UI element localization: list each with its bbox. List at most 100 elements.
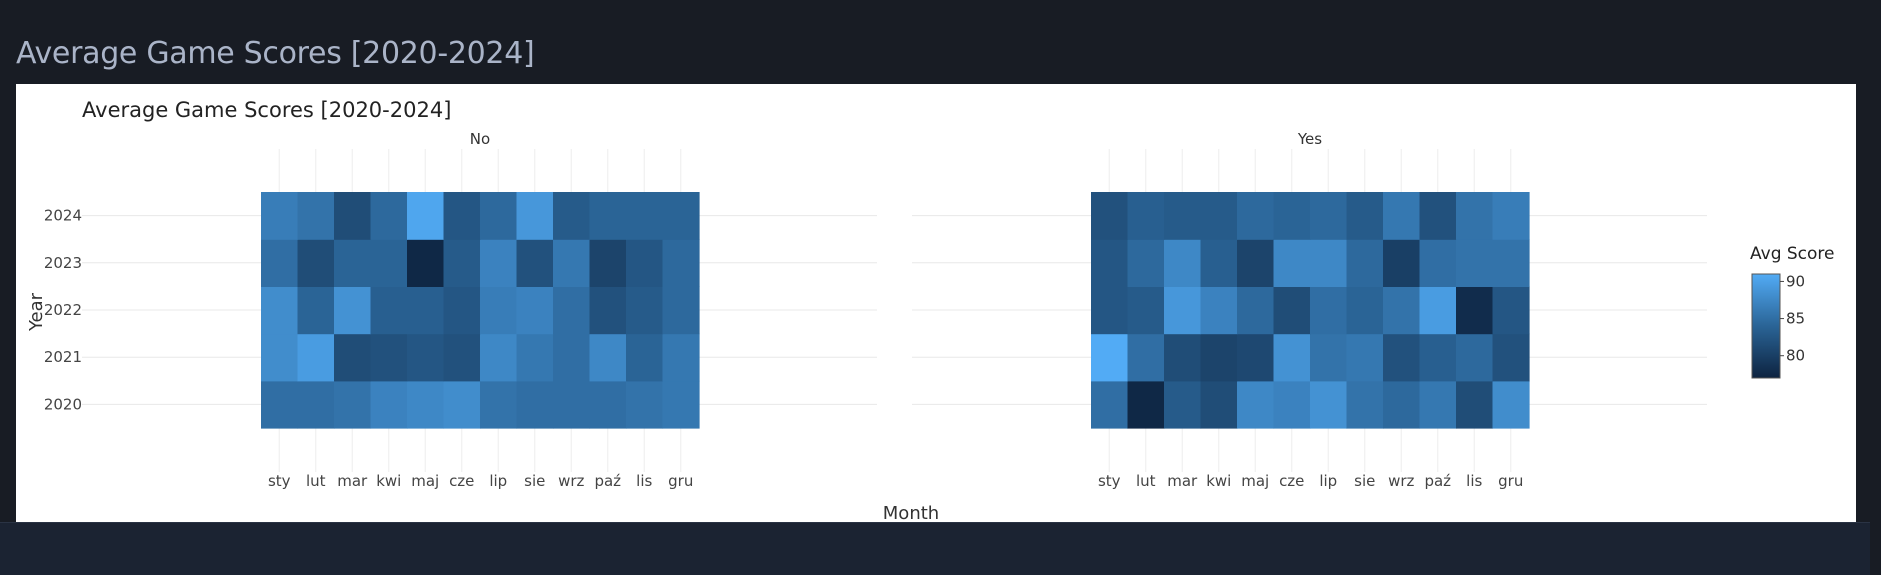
x-tick-label: lis xyxy=(1466,472,1482,490)
heatmap-cell xyxy=(589,192,627,240)
heatmap-cell xyxy=(334,286,372,335)
heatmap-cell xyxy=(261,192,299,240)
heatmap-cell xyxy=(1310,380,1348,429)
x-tick-label: sie xyxy=(1354,472,1375,490)
heatmap-cell xyxy=(1273,192,1311,240)
heatmap-cell xyxy=(443,380,481,429)
heatmap-cell xyxy=(297,239,335,287)
heatmap-cell xyxy=(1346,286,1384,335)
x-tick-label: wrz xyxy=(558,472,584,490)
heatmap-cell xyxy=(370,192,408,240)
heatmap-cell xyxy=(261,333,299,382)
heatmap-cell xyxy=(1346,380,1384,429)
heatmap-cell xyxy=(1237,286,1275,335)
heatmap-cell xyxy=(1346,192,1384,240)
heatmap-cell xyxy=(443,239,481,287)
heatmap-cell xyxy=(1237,192,1275,240)
heatmap-cell xyxy=(1383,286,1421,335)
heatmap-cell xyxy=(1383,239,1421,287)
heatmap-cell xyxy=(1091,380,1129,429)
colorbar-tick-label: 90 xyxy=(1786,272,1805,290)
heatmap-cell xyxy=(1273,239,1311,287)
x-tick-label: maj xyxy=(411,472,439,490)
heatmap-cell xyxy=(297,192,335,240)
heatmap-cell xyxy=(334,239,372,287)
heatmap-cell xyxy=(1456,333,1494,382)
x-tick-label: gru xyxy=(1498,472,1523,490)
heatmap-cell xyxy=(1127,286,1165,335)
heatmap-cell xyxy=(1200,239,1238,287)
heatmap-cell xyxy=(662,333,700,382)
heatmap-cell xyxy=(334,333,372,382)
heatmap-cell xyxy=(1164,239,1202,287)
heatmap-cell xyxy=(1492,286,1530,335)
heatmap-cell xyxy=(370,286,408,335)
heatmap-cell xyxy=(407,333,445,382)
heatmap-cell xyxy=(1200,380,1238,429)
heatmap-cell xyxy=(1310,239,1348,287)
heatmap-cell xyxy=(1273,286,1311,335)
heatmap-cell xyxy=(1273,333,1311,382)
facet-panel-no: No sty lut mar kwi maj cze lip sie wrz paź lis gru xyxy=(82,130,877,490)
heatmap-cell xyxy=(1456,192,1494,240)
heatmap-cell xyxy=(297,380,335,429)
heatmap-cell xyxy=(480,239,518,287)
facet-label: No xyxy=(470,130,490,148)
heatmap-cell xyxy=(1127,380,1165,429)
heatmap-cell xyxy=(1127,239,1165,287)
heatmap-cell xyxy=(1200,192,1238,240)
x-tick-label: lip xyxy=(489,472,507,490)
y-axis-title: Year xyxy=(26,292,47,332)
heatmap-cell xyxy=(626,239,664,287)
heatmap-cell xyxy=(1419,239,1457,287)
colorbar-tick-label: 80 xyxy=(1786,347,1805,365)
facet-label: Yes xyxy=(1297,130,1322,148)
heatmap-cell xyxy=(1383,333,1421,382)
heatmap-cell xyxy=(662,286,700,335)
x-tick-label: sie xyxy=(524,472,545,490)
heatmap-cell xyxy=(370,333,408,382)
heatmap-cell xyxy=(1127,333,1165,382)
heatmap-cell xyxy=(1346,333,1384,382)
heatmap-cell xyxy=(626,333,664,382)
heatmap-cell xyxy=(626,192,664,240)
heatmap-cell xyxy=(1419,286,1457,335)
heatmap-cell xyxy=(370,239,408,287)
heatmap-cell xyxy=(589,286,627,335)
x-tick-label: sty xyxy=(268,472,291,490)
heatmap-cell xyxy=(1091,286,1129,335)
heatmap-cell xyxy=(443,192,481,240)
heatmap-cell xyxy=(1456,239,1494,287)
heatmap-cell xyxy=(553,286,591,335)
y-tick-label: 2020 xyxy=(44,395,82,413)
heatmap-cell xyxy=(1200,286,1238,335)
heatmap-cell xyxy=(516,239,554,287)
heatmap-cell xyxy=(1164,333,1202,382)
heatmap-cell xyxy=(1456,286,1494,335)
heatmap-cell xyxy=(589,380,627,429)
heatmap-cell xyxy=(407,239,445,287)
heatmap-cell xyxy=(662,380,700,429)
heatmap-cell xyxy=(1492,380,1530,429)
heatmap-cell xyxy=(1310,333,1348,382)
heatmap-cell xyxy=(1200,333,1238,382)
x-tick-label: maj xyxy=(1241,472,1269,490)
heatmap-cell xyxy=(516,286,554,335)
heatmap-cell xyxy=(516,380,554,429)
x-tick-label: kwi xyxy=(1206,472,1231,490)
heatmap-cell xyxy=(407,380,445,429)
y-tick-label: 2024 xyxy=(44,207,82,225)
facet-panel-yes: Yes sty lut mar kwi maj cze lip sie wrz paź lis gru xyxy=(912,130,1707,490)
heatmap-cell xyxy=(370,380,408,429)
heatmap-cell xyxy=(589,239,627,287)
heatmap-cell xyxy=(480,380,518,429)
heatmap-cell xyxy=(1091,192,1129,240)
heatmap-cell xyxy=(1164,380,1202,429)
heatmap-cell xyxy=(1492,239,1530,287)
heatmap-cell xyxy=(553,239,591,287)
heatmap-cell xyxy=(1383,380,1421,429)
x-tick-label: sty xyxy=(1098,472,1121,490)
chart-card: Average Game Scores [2020-2024] Month Ye… xyxy=(16,84,1856,522)
heatmap-cell xyxy=(443,333,481,382)
heatmap-cell xyxy=(1091,333,1129,382)
